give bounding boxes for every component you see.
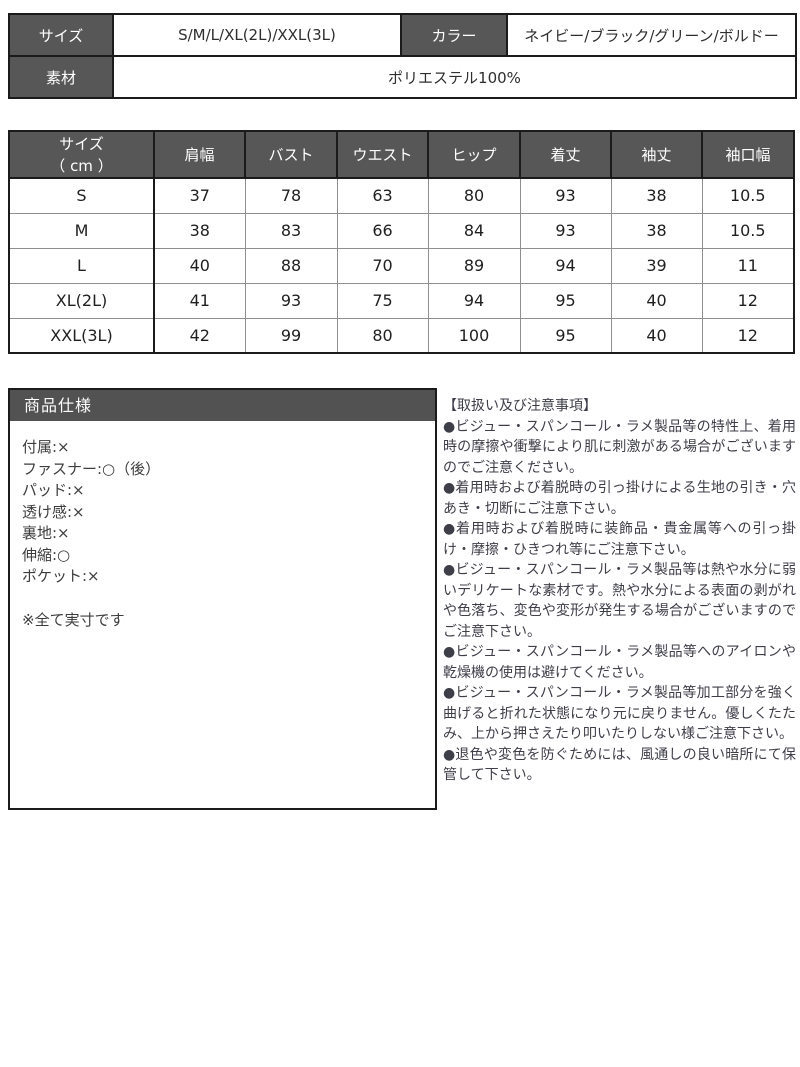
size-cm-header: サイズ （ cm ）	[8, 130, 155, 179]
measure-cell: 89	[427, 247, 521, 284]
size-chart-row-m: M 38 83 66 84 93 38 10.5	[8, 212, 795, 249]
measure-cell: 94	[519, 247, 612, 284]
spec-item-attachment: 付属:×	[22, 438, 70, 456]
material-label: 素材	[8, 55, 114, 99]
size-label: サイズ	[8, 13, 114, 57]
size-cell: S	[8, 177, 155, 214]
col-header-cuff: 袖口幅	[701, 130, 795, 179]
size-chart-row-l: L 40 88 70 89 94 39 11	[8, 247, 795, 284]
measure-cell: 94	[427, 282, 521, 319]
spec-item-pocket: ポケット:×	[22, 567, 100, 585]
handling-note-item: ●退色や変色を防ぐためには、風通しの良い暗所にて保管して下さい。	[443, 746, 796, 784]
size-value: S/M/L/XL(2L)/XXL(3L)	[112, 13, 402, 57]
info-row-material: 素材 ポリエステル100%	[8, 55, 797, 99]
measure-cell: 10.5	[701, 212, 795, 249]
spec-measurement-note: ※全て実寸です	[22, 610, 125, 629]
color-label: カラー	[400, 13, 508, 57]
measure-cell: 40	[610, 282, 703, 319]
handling-note-item: ●ビジュー・スパンコール・ラメ製品等の特性上、着用時の摩擦や衝撃により肌に刺激が…	[443, 418, 796, 476]
spec-item-lining: 裏地:×	[22, 524, 70, 542]
measure-cell: 42	[153, 317, 246, 354]
measure-cell: 41	[153, 282, 246, 319]
measure-cell: 93	[244, 282, 338, 319]
measure-cell: 75	[336, 282, 429, 319]
size-cell: L	[8, 247, 155, 284]
measure-cell: 66	[336, 212, 429, 249]
measure-cell: 40	[610, 317, 703, 354]
spec-box-title: 商品仕様	[10, 390, 435, 421]
info-row-size-color: サイズ S/M/L/XL(2L)/XXL(3L) カラー ネイビー/ブラック/グ…	[8, 13, 797, 57]
size-chart-header-row: サイズ （ cm ） 肩幅 バスト ウエスト ヒップ 着丈 袖丈 袖口幅	[8, 130, 795, 179]
col-header-length: 着丈	[519, 130, 612, 179]
measure-cell: 80	[427, 177, 521, 214]
spec-item-pad: パッド:×	[22, 481, 85, 499]
handling-note-item: ●着用時および着脱時の引っ掛けによる生地の引き・穴あき・切断にご注意下さい。	[443, 480, 796, 517]
measure-cell: 37	[153, 177, 246, 214]
spec-item-fastener: ファスナー:○（後）	[22, 459, 161, 478]
measure-cell: 39	[610, 247, 703, 284]
measure-cell: 38	[153, 212, 246, 249]
measure-cell: 38	[610, 177, 703, 214]
spec-item-list: 付属:× ファスナー:○（後） パッド:× 透け感:× 裏地:× 伸縮:○ ポケ…	[10, 421, 435, 631]
size-chart-row-s: S 37 78 63 80 93 38 10.5	[8, 177, 795, 214]
measure-cell: 100	[427, 317, 521, 354]
measure-cell: 12	[701, 282, 795, 319]
size-measurement-table: サイズ （ cm ） 肩幅 バスト ウエスト ヒップ 着丈 袖丈 袖口幅 S 3…	[8, 130, 795, 354]
measure-cell: 95	[519, 282, 612, 319]
measure-cell: 78	[244, 177, 338, 214]
size-chart-row-xxl: XXL(3L) 42 99 80 100 95 40 12	[8, 317, 795, 354]
measure-cell: 10.5	[701, 177, 795, 214]
measure-cell: 99	[244, 317, 338, 354]
measure-cell: 83	[244, 212, 338, 249]
measure-cell: 93	[519, 177, 612, 214]
measure-cell: 63	[336, 177, 429, 214]
col-header-waist: ウエスト	[336, 130, 429, 179]
handling-notes: 【取扱い及び注意事項】 ●ビジュー・スパンコール・ラメ製品等の特性上、着用時の摩…	[443, 396, 796, 786]
handling-notes-title: 【取扱い及び注意事項】	[443, 398, 597, 414]
spec-item-sheerness: 透け感:×	[22, 502, 85, 521]
product-spec-box: 商品仕様 付属:× ファスナー:○（後） パッド:× 透け感:× 裏地:× 伸縮…	[8, 388, 437, 810]
handling-note-item: ●ビジュー・スパンコール・ラメ製品等へのアイロンや乾燥機の使用は避けてください。	[443, 644, 796, 681]
handling-note-item: ●ビジュー・スパンコール・ラメ製品等は熱や水分に弱いデリケートな素材です。熱や水…	[443, 562, 796, 640]
color-value: ネイビー/ブラック/グリーン/ボルドー	[506, 13, 797, 57]
size-cell: XXL(3L)	[8, 317, 155, 354]
col-header-shoulder: 肩幅	[153, 130, 246, 179]
col-header-hip: ヒップ	[427, 130, 521, 179]
material-value: ポリエステル100%	[112, 55, 797, 99]
size-cell: M	[8, 212, 155, 249]
measure-cell: 11	[701, 247, 795, 284]
measure-cell: 80	[336, 317, 429, 354]
spec-item-stretch: 伸縮:○	[22, 545, 71, 564]
measure-cell: 38	[610, 212, 703, 249]
size-chart-row-xl: XL(2L) 41 93 75 94 95 40 12	[8, 282, 795, 319]
measure-cell: 88	[244, 247, 338, 284]
col-header-sleeve: 袖丈	[610, 130, 703, 179]
measure-cell: 70	[336, 247, 429, 284]
col-header-bust: バスト	[244, 130, 338, 179]
size-cell: XL(2L)	[8, 282, 155, 319]
measure-cell: 95	[519, 317, 612, 354]
measure-cell: 93	[519, 212, 612, 249]
product-info-table: サイズ S/M/L/XL(2L)/XXL(3L) カラー ネイビー/ブラック/グ…	[8, 13, 797, 99]
measure-cell: 12	[701, 317, 795, 354]
handling-note-item: ●着用時および着脱時に装飾品・貴金属等への引っ掛け・摩擦・ひきつれ等にご注意下さ…	[443, 521, 796, 558]
handling-note-item: ●ビジュー・スパンコール・ラメ製品等加工部分を強く曲げると折れた状態になり元に戻…	[443, 685, 796, 742]
measure-cell: 40	[153, 247, 246, 284]
measure-cell: 84	[427, 212, 521, 249]
